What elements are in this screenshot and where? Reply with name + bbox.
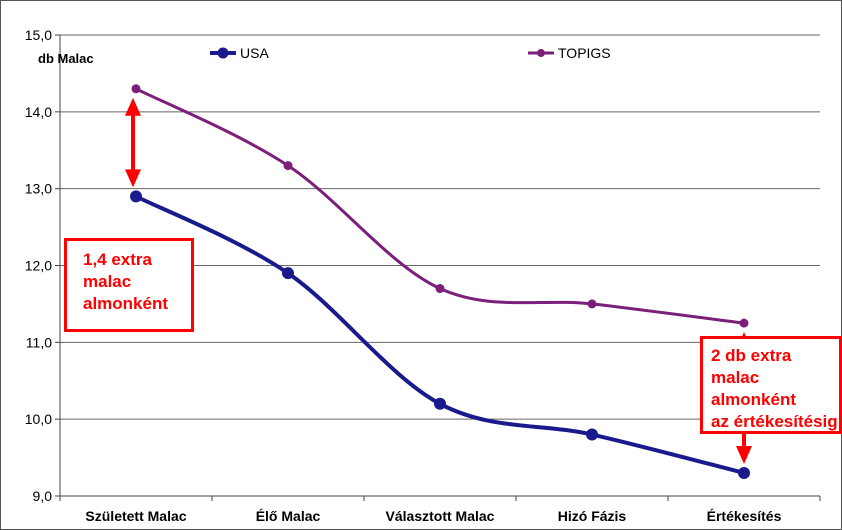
- y-axis-unit-label: db Malac: [38, 51, 94, 66]
- legend-label-topigs: TOPIGS: [558, 45, 611, 61]
- x-tick-label: Választott Malac: [386, 508, 495, 524]
- arrow-head-down: [736, 445, 752, 464]
- y-tick-label: 11,0: [26, 334, 52, 350]
- x-axis-ticks: Született Malac Élő Malac Választott Malac…: [59, 496, 821, 524]
- y-tick-label: 14,0: [25, 104, 52, 120]
- data-point-usa: [434, 397, 446, 410]
- y-tick-label: 12,0: [25, 258, 52, 274]
- series-lines: [130, 84, 750, 479]
- x-tick-label: Született Malac: [85, 508, 186, 524]
- series-line-topigs: [135, 87, 745, 325]
- data-point-usa: [586, 428, 598, 441]
- y-tick-label: 13,0: [25, 181, 52, 197]
- legend-label-usa: USA: [240, 45, 269, 61]
- arrow-head-down: [125, 169, 141, 188]
- callout-birth-difference: 1,4 extra malac almonként: [64, 238, 194, 332]
- x-tick-label: Élő Malac: [256, 508, 321, 524]
- x-tick-label: Hizó Fázis: [558, 508, 627, 524]
- data-point-usa: [130, 190, 142, 203]
- x-tick-label: Értékesítés: [707, 508, 782, 524]
- callout-sales-difference: 2 db extra malac almonként az értékesíté…: [700, 336, 842, 434]
- data-point-usa: [738, 466, 750, 479]
- y-tick-label: 10,0: [25, 411, 52, 427]
- legend-marker-usa: [217, 47, 229, 59]
- y-tick-label: 9,0: [33, 488, 53, 504]
- data-point-topigs: [435, 284, 445, 294]
- data-point-topigs: [283, 161, 293, 171]
- arrow-birth-difference: [125, 97, 141, 188]
- arrow-head-up: [125, 97, 141, 116]
- y-tick-label: 15,0: [25, 27, 52, 43]
- y-axis-ticks: 9,0 10,0 11,0 12,0 13,0 14,0 15,0: [25, 27, 52, 504]
- legend: USA TOPIGS: [210, 45, 611, 61]
- legend-marker-topigs: [537, 49, 545, 57]
- data-point-topigs: [739, 318, 749, 328]
- data-point-usa: [282, 267, 294, 280]
- data-point-topigs: [131, 84, 141, 94]
- gridlines: [55, 34, 820, 497]
- series-line-usa: [135, 194, 745, 475]
- data-point-topigs: [587, 299, 597, 309]
